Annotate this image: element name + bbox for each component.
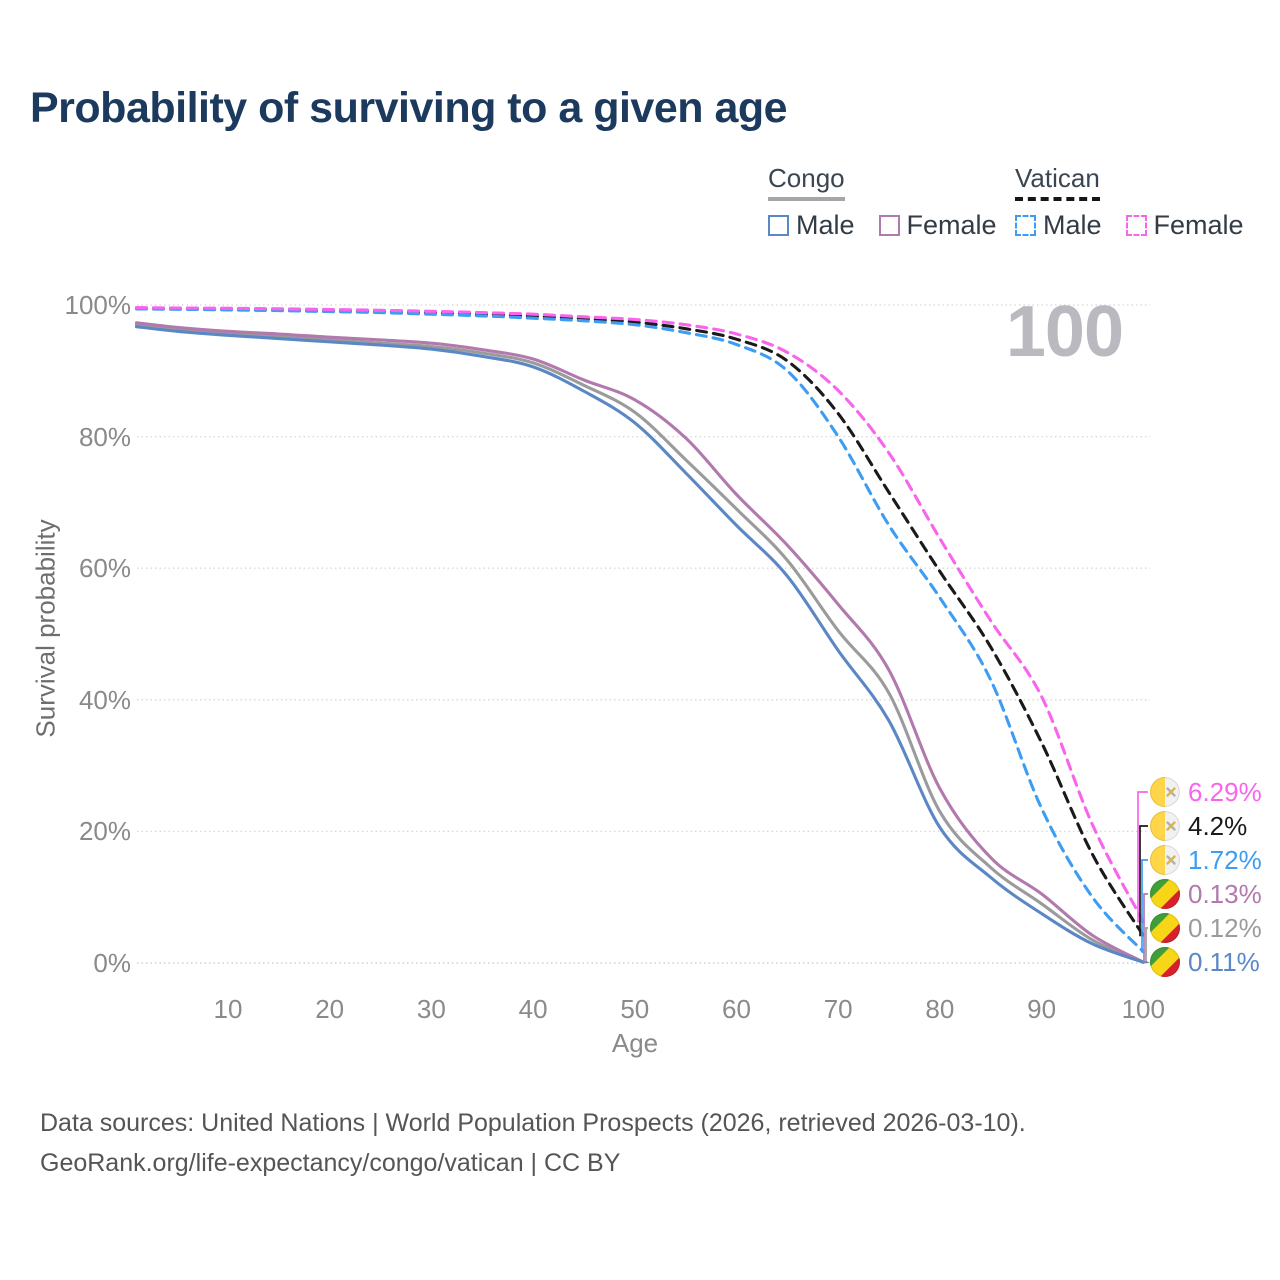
- end-label-value: 1.72%: [1188, 844, 1262, 875]
- legend-swatch: [1125, 215, 1147, 236]
- end-label-vatican-both: 4.2%: [1150, 809, 1247, 843]
- legend-header-congo[interactable]: Congo: [768, 163, 845, 201]
- flag-icon-congo: [1150, 913, 1180, 943]
- legend-item-label: Female: [906, 210, 997, 240]
- end-label-congo-female: 0.13%: [1150, 877, 1262, 911]
- curve-congo-female[interactable]: [134, 321, 1145, 964]
- curve-congo-male[interactable]: [134, 325, 1145, 964]
- end-label-connector-vatican-male: [1141, 859, 1148, 953]
- y-tick-40: 40%: [78, 684, 131, 715]
- x-tick-40: 40: [518, 994, 548, 1024]
- legend-item-label: Female: [1153, 210, 1244, 240]
- end-label-value: 0.12%: [1188, 912, 1262, 943]
- x-tick-90: 90: [1027, 994, 1057, 1024]
- x-tick-80: 80: [925, 994, 955, 1024]
- footer-sources: Data sources: United Nations | World Pop…: [40, 1109, 1026, 1137]
- legend-swatch: [878, 215, 900, 236]
- x-tick-30: 30: [416, 994, 446, 1024]
- legend-item-congo-female[interactable]: Female: [878, 210, 997, 241]
- x-tick-100: 100: [1121, 994, 1165, 1024]
- end-label-congo-both: 0.12%: [1150, 911, 1262, 945]
- legend-swatch: [1015, 215, 1036, 236]
- x-tick-50: 50: [620, 994, 650, 1024]
- end-label-value: 0.13%: [1188, 878, 1262, 909]
- curve-vatican-female[interactable]: [134, 306, 1145, 924]
- y-tick-60: 60%: [78, 553, 131, 584]
- footer: Data sources: United Nations | World Pop…: [40, 1103, 1026, 1183]
- x-tick-70: 70: [823, 994, 853, 1024]
- flag-icon-vatican: [1150, 811, 1180, 841]
- curve-vatican-male[interactable]: [134, 307, 1145, 954]
- y-tick-80: 80%: [78, 421, 131, 452]
- legend-swatch: [768, 215, 789, 236]
- age-counter-watermark: 100: [1005, 292, 1124, 372]
- flag-icon-vatican: [1150, 845, 1180, 875]
- legend-item-congo-male[interactable]: Male: [768, 210, 855, 241]
- end-label-congo-male: 0.11%: [1150, 945, 1260, 979]
- legend-item-label: Male: [1043, 210, 1102, 240]
- legend-items-congo: Male Female: [768, 210, 1021, 241]
- y-tick-100: 100%: [64, 290, 132, 320]
- curve-congo-both[interactable]: [134, 323, 1145, 964]
- footer-attribution: GeoRank.org/life-expectancy/congo/vatica…: [40, 1149, 621, 1177]
- x-axis-title: Age: [611, 1028, 659, 1058]
- chart-title: Probability of surviving to a given age: [30, 84, 788, 132]
- legend-item-vatican-male[interactable]: Male: [1015, 210, 1102, 241]
- y-tick-20: 20%: [78, 816, 131, 847]
- legend-items-vatican: Male Female: [1015, 210, 1268, 241]
- y-axis-title: Survival probability: [30, 519, 61, 738]
- x-tick-20: 20: [315, 994, 345, 1024]
- x-tick-10: 10: [213, 994, 243, 1024]
- legend-header-vatican[interactable]: Vatican: [1015, 163, 1100, 201]
- end-label-value: 4.2%: [1188, 810, 1248, 841]
- legend-group-congo: Congo Male Female: [768, 163, 1021, 241]
- legend-item-label: Male: [796, 210, 855, 240]
- legend-group-vatican: Vatican Male Female: [1015, 163, 1268, 241]
- end-label-value: 6.29%: [1188, 776, 1262, 807]
- end-label-vatican-female: 6.29%: [1150, 775, 1262, 809]
- legend-item-vatican-female[interactable]: Female: [1125, 210, 1244, 241]
- y-tick-0: 0%: [93, 948, 131, 978]
- end-label-value: 0.11%: [1188, 946, 1260, 977]
- flag-icon-congo: [1150, 879, 1180, 909]
- x-tick-60: 60: [722, 994, 751, 1024]
- end-label-vatican-male: 1.72%: [1150, 843, 1262, 877]
- flag-icon-vatican: [1150, 777, 1180, 807]
- flag-icon-congo: [1150, 947, 1180, 977]
